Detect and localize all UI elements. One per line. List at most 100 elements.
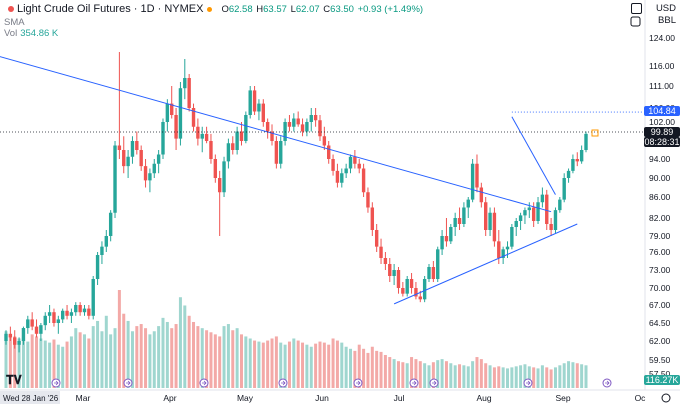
candle-body [409, 279, 414, 288]
date-label-bg [0, 391, 60, 404]
volume-bar [353, 350, 357, 388]
volume-bar [13, 336, 17, 388]
y-tick-label: 67.00 [649, 300, 671, 310]
candle-body [584, 133, 588, 150]
lock-icon[interactable] [631, 3, 642, 14]
volume-bar [174, 324, 178, 388]
candle-body [388, 264, 392, 276]
alert-price-tag[interactable]: 104.84 [644, 106, 680, 116]
volume-bar [331, 338, 335, 388]
candle-body [305, 122, 309, 132]
candle-body [165, 103, 170, 122]
tradingview-logo[interactable]: 𝐓𝐕 [6, 373, 22, 387]
candle-body [43, 315, 47, 326]
candle-body [82, 308, 87, 313]
candle-body [579, 150, 584, 162]
candle-body [518, 215, 523, 221]
candle-body [414, 288, 418, 297]
candle-body [540, 194, 545, 203]
volume-bar [475, 357, 479, 388]
candle-body [13, 337, 17, 345]
change-value: +0.93 (+1.49%) [357, 3, 424, 15]
candle-body [348, 156, 353, 169]
y-tick-label: 64.50 [649, 318, 671, 328]
candle-body [191, 108, 196, 127]
volume-bar [130, 331, 134, 388]
volume-bar [113, 328, 117, 388]
volume-bar [135, 326, 139, 388]
volume-bar [196, 326, 200, 388]
candle-body [65, 310, 69, 316]
volume-bar [152, 331, 156, 388]
y-tick-label: 86.00 [649, 192, 671, 202]
volume-bar [540, 365, 544, 388]
volume-bar [96, 320, 100, 388]
candle-body [422, 279, 427, 300]
volume-bar [187, 315, 191, 388]
sma-indicator-label[interactable]: SMA [4, 17, 25, 28]
volume-bar [279, 342, 283, 388]
volume-bar [501, 367, 505, 388]
unit-label: BBL [658, 15, 676, 26]
x-tick-label: Oc [635, 393, 647, 403]
candle-body [34, 326, 39, 334]
currency-label[interactable]: USD [655, 3, 676, 14]
volume-bar [379, 351, 383, 388]
candle-body [327, 145, 331, 159]
ohlc-values: O62.58 H63.57 L62.07 C63.50 +0.93 (+1.49… [221, 3, 424, 15]
candle-body [318, 120, 322, 137]
candle-body [244, 115, 248, 141]
candle-body [108, 212, 113, 236]
volume-bar [39, 338, 43, 388]
x-tick-label: Sep [555, 393, 570, 403]
volume-indicator-label[interactable]: Vol 354.86 K [4, 28, 59, 39]
symbol-title[interactable]: Light Crude Oil Futures · 1D · NYMEX [17, 3, 204, 15]
volume-bar [580, 364, 584, 388]
candle-body [69, 312, 74, 316]
volume-bar [423, 363, 427, 388]
volume-bar [69, 336, 73, 388]
volume-bar [235, 328, 239, 388]
flag-icon-arrow [54, 380, 59, 386]
candle-body [405, 279, 409, 294]
candle-body [78, 305, 82, 313]
volume-bar [567, 361, 571, 388]
candle-body [527, 207, 532, 211]
volume-bar [523, 364, 527, 388]
candle-body [152, 163, 156, 174]
candle-body [300, 124, 305, 132]
x-tick-label: Jul [394, 393, 405, 403]
volume-bar [396, 361, 400, 388]
volume-bar [222, 326, 226, 388]
volume-bar [440, 359, 444, 388]
volume-bar [444, 361, 448, 388]
flag-icon-arrow [526, 380, 531, 386]
candle-body [183, 78, 187, 89]
volume-bar [309, 346, 313, 388]
volume-bar [357, 344, 361, 388]
volume-bar [21, 336, 25, 388]
volume-bar [74, 328, 78, 388]
volume-bar [410, 357, 414, 388]
volume-bar [244, 336, 248, 388]
candle-body [143, 166, 148, 181]
settings-icon [661, 393, 671, 403]
volume-bar [292, 338, 296, 388]
candle-body [148, 173, 152, 181]
candle-body [531, 207, 536, 221]
candle-body [4, 333, 8, 341]
volume-bar [283, 344, 287, 388]
candle-body [47, 312, 52, 316]
x-tick-label: May [237, 393, 254, 403]
volume-bar [488, 365, 492, 388]
candle-body [340, 173, 344, 183]
volume-bar [318, 341, 322, 388]
y-tick-label: 59.50 [649, 355, 671, 365]
candle-body [418, 296, 422, 300]
candle-body [401, 288, 405, 294]
y-tick-label: 124.00 [649, 33, 675, 43]
x-tick-label: Jun [315, 393, 329, 403]
volume-bar [449, 363, 453, 388]
y-tick-label: 70.00 [649, 283, 671, 293]
